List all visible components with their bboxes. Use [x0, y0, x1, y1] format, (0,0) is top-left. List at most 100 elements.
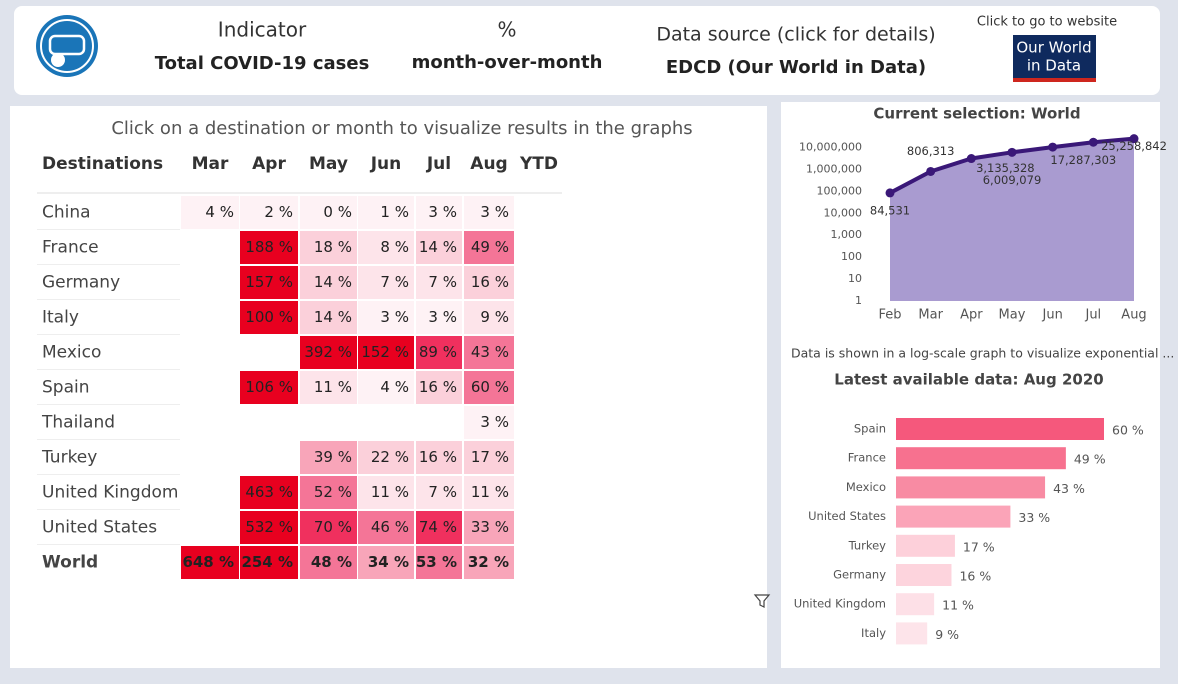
- heat-cell[interactable]: [358, 231, 414, 264]
- bar[interactable]: [896, 622, 928, 645]
- heat-cell[interactable]: [300, 196, 357, 229]
- heat-cell[interactable]: [358, 511, 414, 544]
- heat-cell[interactable]: [240, 196, 298, 229]
- heat-cell[interactable]: [464, 441, 514, 474]
- heat-cell[interactable]: [416, 266, 462, 299]
- column-header[interactable]: Jun: [370, 154, 402, 174]
- heat-cell[interactable]: [300, 511, 357, 544]
- heat-cell[interactable]: [464, 336, 514, 369]
- point: [966, 154, 976, 164]
- category-label[interactable]: Germany: [833, 568, 886, 582]
- heat-cell[interactable]: [181, 196, 239, 229]
- heat-cell[interactable]: [416, 371, 462, 404]
- heat-cell[interactable]: [464, 231, 514, 264]
- heat-cell[interactable]: [300, 301, 357, 334]
- logo-text[interactable]: Our World: [1016, 39, 1091, 57]
- row-label[interactable]: World: [42, 553, 98, 573]
- heat-cell[interactable]: [358, 336, 414, 369]
- heat-cell[interactable]: [358, 441, 414, 474]
- bar[interactable]: [896, 476, 1046, 499]
- column-header[interactable]: May: [309, 154, 348, 174]
- row-label[interactable]: Mexico: [42, 343, 101, 363]
- column-header[interactable]: YTD: [519, 154, 558, 174]
- data-label: 49 %: [1074, 452, 1106, 467]
- heat-cell[interactable]: [464, 406, 514, 439]
- heat-cell[interactable]: [358, 266, 414, 299]
- row-label[interactable]: Turkey: [41, 448, 97, 468]
- heat-cell[interactable]: [358, 301, 414, 334]
- row-label[interactable]: Thailand: [41, 413, 115, 433]
- heat-cell[interactable]: [300, 476, 357, 509]
- heat-cell[interactable]: [416, 196, 462, 229]
- heat-cell[interactable]: [416, 336, 462, 369]
- heat-cell[interactable]: [240, 476, 298, 509]
- category-label[interactable]: Spain: [854, 422, 886, 436]
- cell-value: 34 %: [368, 553, 409, 571]
- heat-cell[interactable]: [240, 546, 298, 579]
- bar[interactable]: [896, 418, 1104, 440]
- bar[interactable]: [896, 593, 935, 616]
- heat-cell[interactable]: [416, 231, 462, 264]
- category-label[interactable]: Mexico: [846, 480, 886, 494]
- row-label[interactable]: France: [42, 238, 99, 258]
- bar[interactable]: [896, 505, 1011, 528]
- heat-cell[interactable]: [358, 196, 414, 229]
- bar[interactable]: [896, 534, 955, 557]
- heat-cell[interactable]: [416, 546, 462, 579]
- heat-cell[interactable]: [464, 301, 514, 334]
- heat-cell[interactable]: [240, 511, 298, 544]
- heat-cell[interactable]: [358, 476, 414, 509]
- heat-cell[interactable]: [181, 546, 239, 579]
- point: [885, 188, 895, 198]
- heat-cell[interactable]: [416, 511, 462, 544]
- heat-cell[interactable]: [464, 511, 514, 544]
- row-label[interactable]: United Kingdom: [42, 483, 178, 503]
- source-label[interactable]: Data source (click for details): [656, 24, 935, 46]
- heat-cell[interactable]: [300, 441, 357, 474]
- category-label[interactable]: Turkey: [848, 538, 887, 552]
- row-label[interactable]: Spain: [42, 378, 90, 398]
- heat-cell[interactable]: [240, 371, 298, 404]
- heat-cell[interactable]: [416, 301, 462, 334]
- heat-cell[interactable]: [358, 371, 414, 404]
- column-header[interactable]: Destinations: [42, 154, 163, 174]
- heat-cell[interactable]: [300, 546, 357, 579]
- logo-box[interactable]: [1013, 35, 1096, 82]
- heat-cell[interactable]: [300, 371, 357, 404]
- heat-cell[interactable]: [464, 266, 514, 299]
- heat-cell[interactable]: [464, 546, 514, 579]
- heat-cell[interactable]: [300, 231, 357, 264]
- heat-cell[interactable]: [300, 266, 357, 299]
- heat-cell[interactable]: [240, 231, 298, 264]
- heat-cell[interactable]: [300, 336, 357, 369]
- source-value[interactable]: EDCD (Our World in Data): [666, 57, 926, 78]
- filter-icon[interactable]: [753, 594, 771, 608]
- row-label[interactable]: Germany: [42, 273, 120, 293]
- row-label[interactable]: United States: [42, 518, 157, 538]
- heat-cell[interactable]: [464, 196, 514, 229]
- heat-cell[interactable]: [464, 371, 514, 404]
- row-label[interactable]: Italy: [42, 308, 79, 328]
- column-header[interactable]: Jul: [426, 154, 451, 174]
- heat-cell[interactable]: [416, 476, 462, 509]
- heat-cell[interactable]: [464, 476, 514, 509]
- category-label[interactable]: Italy: [861, 626, 886, 640]
- column-header[interactable]: Aug: [470, 154, 507, 174]
- heat-cell[interactable]: [358, 546, 414, 579]
- bar[interactable]: [896, 564, 952, 586]
- website-logo[interactable]: Our World in Data: [1013, 35, 1096, 82]
- category-label[interactable]: France: [848, 451, 886, 465]
- heat-cell[interactable]: [240, 301, 298, 334]
- unit-label: %: [497, 18, 516, 42]
- x-tick-label: Apr: [960, 308, 983, 323]
- indicator-label: Indicator: [218, 18, 307, 42]
- column-header[interactable]: Apr: [252, 154, 286, 174]
- column-header[interactable]: Mar: [192, 154, 229, 174]
- logo-text[interactable]: in Data: [1027, 57, 1081, 75]
- category-label[interactable]: United Kingdom: [794, 597, 886, 611]
- heat-cell[interactable]: [416, 441, 462, 474]
- bar[interactable]: [896, 447, 1066, 470]
- category-label[interactable]: United States: [808, 509, 886, 523]
- heat-cell[interactable]: [240, 266, 298, 299]
- row-label[interactable]: China: [42, 203, 91, 223]
